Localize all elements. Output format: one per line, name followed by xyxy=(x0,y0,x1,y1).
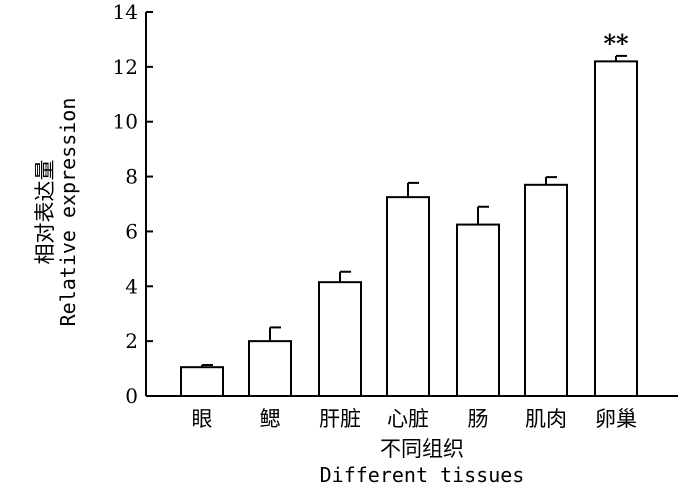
y-tick-label: 14 xyxy=(113,0,138,24)
y-ticks: 0 2 4 6 8 10 12 14 xyxy=(113,0,153,408)
x-tick-label: 肠 xyxy=(468,407,489,431)
x-axis-title-en: Different tissues xyxy=(320,463,525,487)
y-tick-label: 2 xyxy=(125,329,138,353)
bar xyxy=(594,60,638,397)
x-tick-label: 肌肉 xyxy=(525,407,567,431)
bar xyxy=(524,183,568,397)
y-axis-title-en: Relative expression xyxy=(56,98,80,327)
bars: ** xyxy=(180,29,638,398)
y-tick-label: 8 xyxy=(125,165,138,189)
bar xyxy=(180,366,224,398)
x-tick-label: 卵巢 xyxy=(595,407,637,431)
y-tick-label: 6 xyxy=(125,219,138,243)
y-tick-label: 10 xyxy=(113,110,138,134)
y-tick-label: 4 xyxy=(125,274,138,298)
y-axis-title: 相对表达量 xyxy=(33,160,57,265)
y-tick-label: 12 xyxy=(113,55,138,79)
bar xyxy=(456,223,500,397)
y-tick-label: 0 xyxy=(125,384,138,408)
x-tick-labels: 眼 鳃 肝脏 心脏 肠 肌肉 卵巢 xyxy=(192,407,638,431)
x-tick-label: 肝脏 xyxy=(319,407,361,431)
significance-label: ** xyxy=(603,29,629,58)
bar xyxy=(248,340,292,397)
x-axis-title: 不同组织 xyxy=(380,437,464,461)
bar xyxy=(386,196,430,397)
x-tick-label: 心脏 xyxy=(387,407,429,431)
x-tick-label: 眼 xyxy=(192,407,213,431)
bar xyxy=(318,281,362,397)
x-tick-label: 鳃 xyxy=(260,407,281,431)
